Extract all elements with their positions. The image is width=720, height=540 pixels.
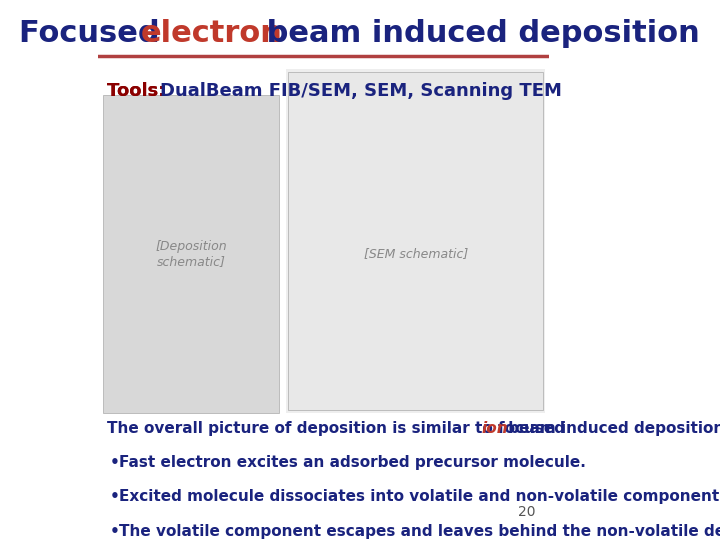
FancyBboxPatch shape <box>103 95 279 413</box>
Text: •: • <box>109 455 120 470</box>
Text: DualBeam FIB/SEM, SEM, Scanning TEM: DualBeam FIB/SEM, SEM, Scanning TEM <box>160 82 562 100</box>
Text: •: • <box>109 489 120 504</box>
Text: Excited molecule dissociates into volatile and non-volatile components.: Excited molecule dissociates into volati… <box>119 489 720 504</box>
Text: beam induced deposition:: beam induced deposition: <box>503 421 720 436</box>
FancyBboxPatch shape <box>288 72 543 410</box>
Text: [Deposition
schematic]: [Deposition schematic] <box>155 240 227 268</box>
Text: •: • <box>109 524 120 539</box>
Text: 20: 20 <box>518 504 536 518</box>
Text: Focused: Focused <box>19 18 170 48</box>
Text: Tools:: Tools: <box>107 82 172 100</box>
Text: Fast electron excites an adsorbed precursor molecule.: Fast electron excites an adsorbed precur… <box>119 455 585 470</box>
FancyBboxPatch shape <box>286 69 545 413</box>
Text: The volatile component escapes and leaves behind the non-volatile deposit.: The volatile component escapes and leave… <box>119 524 720 539</box>
Text: ion: ion <box>482 421 508 436</box>
Text: electron: electron <box>141 18 283 48</box>
Text: Tools:: Tools: <box>107 82 172 100</box>
Text: beam induced deposition: beam induced deposition <box>256 18 700 48</box>
Text: The overall picture of deposition is similar to focused: The overall picture of deposition is sim… <box>107 421 571 436</box>
Text: [SEM schematic]: [SEM schematic] <box>364 247 469 260</box>
